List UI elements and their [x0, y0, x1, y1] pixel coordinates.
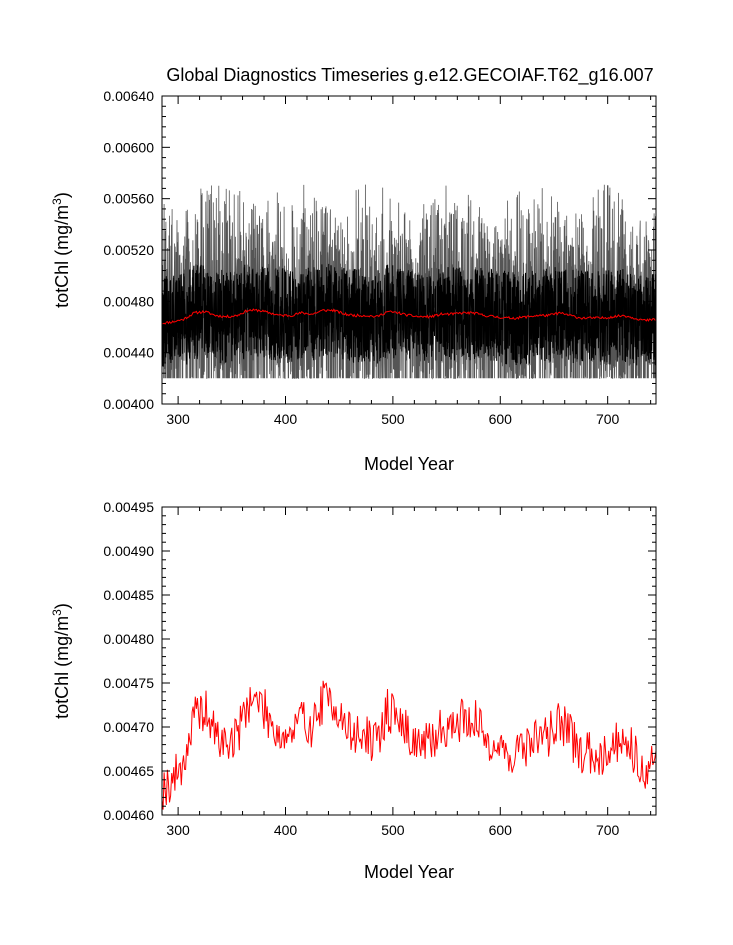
x-tick-label: 400 [274, 411, 298, 427]
bottom-x-axis-label: Model Year [364, 862, 454, 882]
x-tick-label: 300 [166, 411, 190, 427]
y-tick-label: 0.00560 [103, 191, 154, 207]
figure-title: Global Diagnostics Timeseries g.e12.GECO… [166, 65, 653, 86]
x-tick-label: 300 [166, 822, 190, 838]
bottom-axis-ticks: 0.00460 0.00465 0.00470 0.00475 0.00480 0.004… [103, 499, 656, 838]
top-x-axis-label: Model Year [364, 454, 454, 474]
y-tick-label: 0.00485 [103, 587, 154, 603]
x-tick-label: 600 [489, 411, 513, 427]
top-axis-ticks: 0.00400 0.00440 0.00480 0.00520 0.00560 0.006… [103, 88, 656, 427]
y-tick-label: 0.00480 [103, 631, 154, 647]
y-tick-label: 0.00400 [103, 396, 154, 412]
x-tick-label: 500 [381, 411, 405, 427]
top-plot-area [161, 184, 657, 380]
y-tick-label: 0.00640 [103, 88, 154, 104]
y-tick-label: 0.00495 [103, 499, 154, 515]
series-monthly [161, 263, 657, 367]
y-tick-label: 0.00490 [103, 543, 154, 559]
bottom-plot-frame [161, 506, 657, 816]
x-tick-label: 600 [489, 822, 513, 838]
y-tick-label: 0.00600 [103, 139, 154, 155]
bottom-plot-area [161, 680, 657, 810]
y-tick-label: 0.00475 [103, 675, 154, 691]
y-tick-label: 0.00465 [103, 763, 154, 779]
x-tick-label: 400 [274, 822, 298, 838]
y-tick-label: 0.00460 [103, 807, 154, 823]
series-annual-mean [161, 308, 657, 325]
x-tick-label: 500 [381, 822, 405, 838]
y-tick-label: 0.00520 [103, 242, 154, 258]
y-tick-label: 0.00470 [103, 719, 154, 735]
bottom-panel: 0.00460 0.00465 0.00470 0.00475 0.00480 0.004… [50, 499, 657, 882]
y-tick-label: 0.00480 [103, 293, 154, 309]
top-panel: 0.00400 0.00440 0.00480 0.00520 0.00560 0.006… [50, 88, 657, 474]
x-tick-label: 700 [596, 822, 620, 838]
series-annual-mean [161, 680, 657, 810]
bottom-y-axis-label: totChl (mg/m3) [50, 603, 72, 719]
top-y-axis-label: totChl (mg/m3) [50, 192, 72, 308]
y-tick-label: 0.00440 [103, 345, 154, 361]
x-tick-label: 700 [596, 411, 620, 427]
